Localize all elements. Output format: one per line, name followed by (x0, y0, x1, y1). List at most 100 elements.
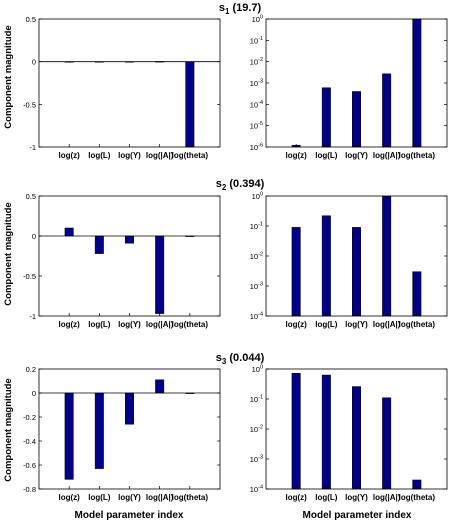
chart-s3-log: 10-4 10-3 10-2 10-1 100 log(z) log(L) log(Y) log… (250, 365, 448, 502)
ytick-label-s2-log-1: 10-3 (250, 282, 263, 292)
x-axis-label-right: Model parameter index (303, 510, 412, 521)
ytick-label-s1-log-2: 10-4 (250, 100, 263, 110)
category-label-s1-log-2: log(Y) (345, 151, 368, 160)
category-label-s2-linear-4: log(theta) (172, 320, 209, 329)
ytick-label-s3-log-4: 100 (252, 365, 263, 375)
category-label-s1-log-1: log(L) (315, 151, 338, 160)
ytick-label-s1-log-4: 10-2 (250, 57, 263, 67)
chart-s2-linear: -1 -0.5 0 0.5 log(z) log(L) log(Y) log(|A|)log(… (23, 178, 265, 329)
category-label-s2-log-1: log(L) (315, 320, 338, 329)
axes-frame-s2-linear (38, 195, 221, 317)
category-label-s2-log-2: log(Y) (345, 320, 368, 329)
category-label-s1-log-3: log(|A|) (373, 151, 401, 160)
bar-s2-log-0 (291, 227, 301, 317)
bar-s1-log-3 (382, 73, 392, 148)
category-label-s2-linear-0: log(z) (59, 320, 81, 329)
bar-s3-log-1 (321, 374, 331, 490)
ytick-label-s3-linear-5: 0.2 (26, 365, 36, 374)
category-label-s3-log-3: log(|A|) (373, 493, 401, 502)
bar-s3-log-3 (382, 397, 392, 490)
category-label-s1-linear-3: log(|A|) (146, 151, 174, 160)
category-label-s2-linear-1: log(L) (88, 320, 111, 329)
bar-s2-linear-2 (125, 235, 134, 244)
y-axis-label-row1: Component magnitude (3, 25, 14, 128)
ytick-label-s1-log-0: 10-6 (250, 143, 263, 153)
category-label-s3-linear-2: log(Y) (118, 493, 141, 502)
bar-s3-log-2 (352, 386, 361, 490)
y-axis-label-row2: Component magnitude (3, 202, 14, 305)
ytick-label-s1-log-3: 10-3 (250, 79, 263, 89)
category-label-s3-log-0: log(z) (286, 493, 308, 502)
chart-s3-linear: -0.8 -0.6 -0.4 -0.2 0 0.2 log(z) log(L) log(Y) lo… (23, 352, 265, 502)
chart-title-s1-linear: s1 (19.7) (219, 2, 262, 16)
bar-s2-log-3 (382, 196, 392, 317)
category-label-s3-linear-3: log(|A|) (146, 493, 174, 502)
bar-s2-log-2 (352, 227, 361, 317)
ytick-label-s2-log-4: 100 (252, 192, 263, 202)
bar-s1-log-4 (412, 18, 422, 148)
chart-title-s3-linear: s3 (0.044) (216, 352, 265, 366)
bar-s3-linear-2 (125, 392, 134, 425)
ytick-label-s3-linear-1: -0.6 (23, 461, 36, 470)
ytick-label-s2-linear-0: -1 (29, 312, 36, 321)
ytick-label-s1-linear-0: -1 (29, 143, 36, 152)
bar-s1-linear-4 (185, 61, 195, 148)
ytick-label-s3-log-3: 10-1 (250, 395, 263, 405)
ytick-label-s1-log-5: 10-1 (250, 36, 263, 46)
bar-s3-linear-1 (94, 392, 104, 469)
ytick-label-s3-log-1: 10-3 (250, 455, 263, 465)
ytick-label-s1-linear-2: 0 (32, 58, 36, 67)
category-label-s1-linear-0: log(z) (59, 151, 81, 160)
ytick-label-s3-linear-4: 0 (32, 389, 36, 398)
ytick-label-s3-linear-2: -0.4 (23, 437, 36, 446)
ytick-label-s1-linear-1: -0.5 (23, 100, 36, 109)
ytick-label-s1-linear-3: 0.5 (26, 15, 36, 24)
ytick-label-s3-log-2: 10-2 (250, 425, 263, 435)
bar-s3-linear-0 (64, 392, 74, 480)
bar-s2-log-4 (412, 271, 422, 317)
category-label-s1-linear-4: log(theta) (172, 151, 209, 160)
category-label-s3-linear-4: log(theta) (172, 493, 209, 502)
category-label-s3-log-1: log(L) (315, 493, 338, 502)
ytick-label-s3-log-0: 10-4 (250, 485, 263, 495)
category-label-s1-log-0: log(z) (286, 151, 308, 160)
ytick-label-s2-linear-2: 0 (32, 232, 36, 241)
y-axis-label-row3: Component magnitude (3, 378, 14, 481)
ytick-label-s2-log-0: 10-4 (250, 312, 263, 322)
category-label-s2-linear-2: log(Y) (118, 320, 141, 329)
ytick-label-s2-log-2: 10-2 (250, 252, 263, 262)
bar-s2-linear-3 (155, 235, 165, 314)
category-label-s1-linear-2: log(Y) (118, 151, 141, 160)
category-label-s3-linear-1: log(L) (88, 493, 111, 502)
chart-title-s2-linear: s2 (0.394) (216, 178, 265, 192)
category-label-s1-log-4: log(theta) (399, 151, 436, 160)
chart-s2-log: 10-4 10-3 10-2 10-1 100 log(z) log(L) log(Y) log… (250, 192, 448, 329)
category-label-s1-linear-1: log(L) (88, 151, 111, 160)
category-label-s2-linear-3: log(|A|) (146, 320, 174, 329)
bar-s3-linear-3 (155, 379, 165, 394)
chart-s1-log: 10-6 10-5 10-4 10-3 10-2 10-1 100 log(z) log(L) l… (250, 15, 448, 160)
ytick-label-s1-log-6: 100 (252, 15, 263, 25)
ytick-label-s2-linear-3: 0.5 (26, 192, 36, 201)
category-label-s3-log-2: log(Y) (345, 493, 368, 502)
category-label-s2-log-4: log(theta) (399, 320, 436, 329)
ytick-label-s3-linear-0: -0.8 (23, 485, 36, 494)
ytick-label-s1-log-1: 10-5 (250, 121, 263, 131)
ytick-label-s2-log-3: 10-1 (250, 222, 263, 232)
category-label-s2-log-3: log(|A|) (373, 320, 401, 329)
category-label-s3-linear-0: log(z) (59, 493, 81, 502)
bar-s1-log-2 (352, 91, 361, 148)
ytick-label-s2-linear-1: -0.5 (23, 272, 36, 281)
bar-s3-log-0 (291, 373, 301, 490)
bar-s1-log-1 (321, 87, 331, 148)
bar-s2-linear-1 (94, 235, 104, 254)
category-label-s2-log-0: log(z) (286, 320, 308, 329)
bar-s2-linear-0 (64, 227, 74, 237)
x-axis-label-left: Model parameter index (75, 510, 184, 521)
chart-s1-linear: -1 -0.5 0 0.5 log(z) log(L) log(Y) log(|A|)log(… (23, 2, 261, 160)
ytick-label-s3-linear-3: -0.2 (23, 413, 36, 422)
bar-s2-log-1 (321, 215, 331, 317)
category-label-s3-log-4: log(theta) (399, 493, 436, 502)
